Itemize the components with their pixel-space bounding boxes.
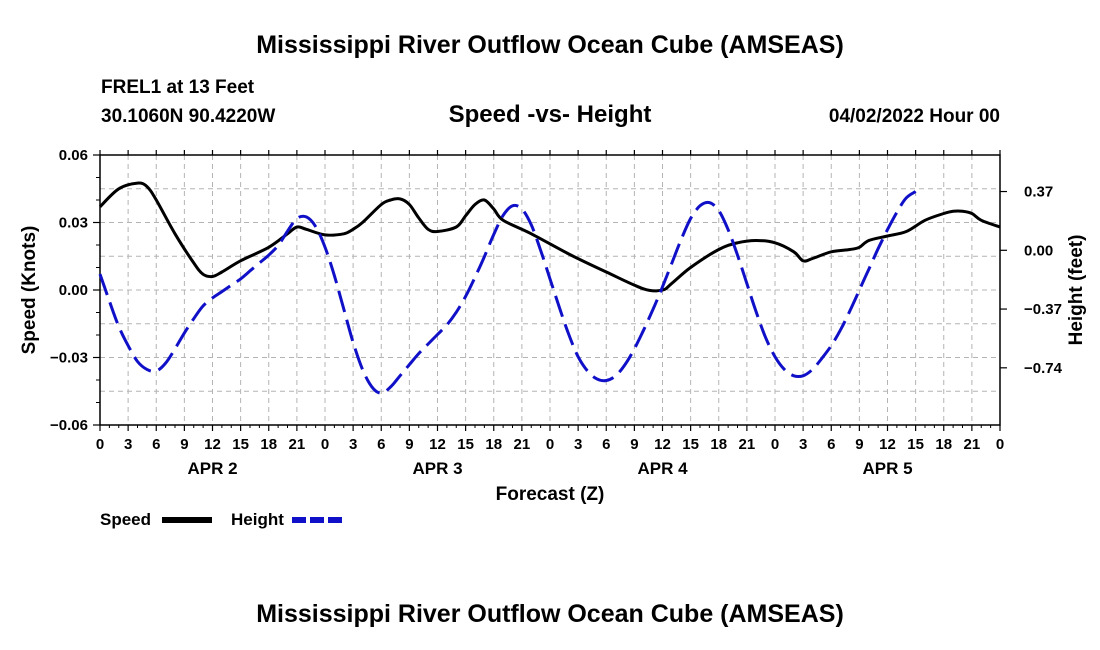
x-tick-label: 0 xyxy=(321,436,329,453)
x-tick-label: 21 xyxy=(964,436,981,453)
x-tick-label: 15 xyxy=(682,436,699,453)
y-axis-label: Speed (Knots) xyxy=(19,226,40,355)
legend-speed-label: Speed xyxy=(100,510,152,529)
x-tick-label: 6 xyxy=(602,436,610,453)
x-tick-label: 15 xyxy=(457,436,474,453)
series-layer xyxy=(98,181,1001,395)
x-tick-label: 9 xyxy=(180,436,188,453)
x-tick-label: 9 xyxy=(855,436,863,453)
x-tick-label: 21 xyxy=(514,436,531,453)
y2-axis-label: Height (feet) xyxy=(1066,235,1087,346)
y2-tick-label: 0.00 xyxy=(1024,242,1053,259)
x-tick-label: 18 xyxy=(260,436,277,453)
x-tick-label: 6 xyxy=(152,436,160,453)
grid-layer xyxy=(99,154,1001,426)
x-day-label: APR 3 xyxy=(412,459,462,478)
x-tick-label: 18 xyxy=(485,436,502,453)
x-tick-label: 9 xyxy=(405,436,413,453)
y-tick-label: −0.03 xyxy=(50,350,88,367)
chart-main-title: Mississippi River Outflow Ocean Cube (AM… xyxy=(256,31,844,59)
series-line-height xyxy=(98,190,917,395)
x-tick-label: 0 xyxy=(96,436,104,453)
x-tick-label: 0 xyxy=(771,436,779,453)
x-tick-label: 6 xyxy=(377,436,385,453)
x-day-label: APR 4 xyxy=(637,459,688,478)
y2-tick-label: −0.74 xyxy=(1024,360,1063,377)
x-tick-label: 3 xyxy=(124,436,132,453)
x-tick-label: 3 xyxy=(349,436,357,453)
x-tick-label: 0 xyxy=(546,436,554,453)
x-tick-label: 12 xyxy=(429,436,446,453)
x-tick-label: 21 xyxy=(739,436,756,453)
x-tick-label: 15 xyxy=(907,436,924,453)
x-tick-label: 9 xyxy=(630,436,638,453)
coordinates-label: 30.1060N 90.4220W xyxy=(101,106,276,127)
y2-tick-label: −0.37 xyxy=(1024,301,1062,318)
x-tick-label: 18 xyxy=(710,436,727,453)
legend-height-label: Height xyxy=(231,510,284,529)
legend-speed-swatch xyxy=(162,517,212,523)
series-line-speed xyxy=(98,181,1001,293)
x-day-label: APR 2 xyxy=(187,459,237,478)
run-date-label: 04/02/2022 Hour 00 xyxy=(828,106,1000,127)
chart-subtitle: Speed -vs- Height xyxy=(448,101,652,128)
x-tick-label: 12 xyxy=(654,436,671,453)
x-tick-label: 21 xyxy=(289,436,306,453)
x-tick-label: 0 xyxy=(996,436,1004,453)
x-tick-label: 6 xyxy=(827,436,835,453)
x-tick-label: 15 xyxy=(232,436,249,453)
x-tick-label: 3 xyxy=(799,436,807,453)
y-tick-label: 0.06 xyxy=(59,147,88,164)
x-tick-label: 18 xyxy=(935,436,952,453)
y2-tick-label: 0.37 xyxy=(1024,184,1053,201)
x-axis-label: Forecast (Z) xyxy=(496,484,605,505)
x-tick-label: 12 xyxy=(879,436,896,453)
x-day-label: APR 5 xyxy=(862,459,912,478)
x-tick-label: 12 xyxy=(204,436,221,453)
station-label: FREL1 at 13 Feet xyxy=(101,77,255,98)
x-tick-label: 3 xyxy=(574,436,582,453)
y-tick-label: 0.00 xyxy=(59,282,88,299)
ticks-layer: 0 3 6 9 12 15 18 21 0 3 6 9 12 15 18 21 0 3 6 9 12 15 18 21 0 3 6 9… xyxy=(50,147,1063,478)
legend-height-swatch xyxy=(292,517,342,523)
y-tick-label: −0.06 xyxy=(50,417,88,434)
y-tick-label: 0.03 xyxy=(59,215,88,232)
footer-title: Mississippi River Outflow Ocean Cube (AM… xyxy=(256,600,844,628)
